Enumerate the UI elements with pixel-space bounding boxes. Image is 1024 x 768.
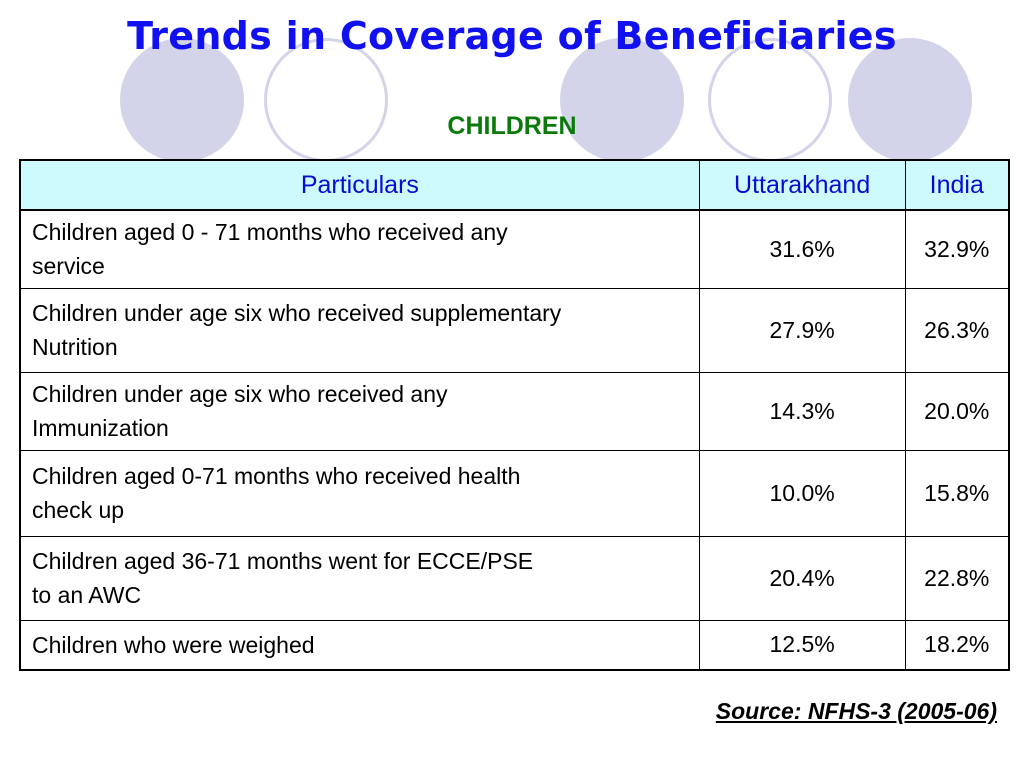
table-header-row: Particulars Uttarakhand India [19,159,1010,211]
table-row: Children aged 0-71 months who received h… [19,449,1010,537]
cell-uttarakhand: 12.5% [698,619,906,671]
cell-particular-line1: Children aged 0-71 months who received h… [32,463,521,489]
cell-particular-line2: to an AWC [32,582,142,608]
header-uttarakhand: Uttarakhand [698,159,906,211]
decorative-circle [560,38,684,162]
cell-india: 26.3% [904,287,1010,373]
cell-particular-line1: Children aged 36-71 months went for ECCE… [32,548,534,574]
table-row: Children who were weighed 12.5% 18.2% [19,619,1010,671]
cell-particular-line1: Children who were weighed [32,631,315,658]
cell-uttarakhand: 10.0% [698,449,906,537]
cell-particular: Children under age six who received supp… [19,287,700,373]
cell-particular: Children who were weighed [19,619,700,671]
cell-uttarakhand: 31.6% [698,209,906,289]
decorative-circle [848,38,972,162]
cell-particular: Children aged 36-71 months went for ECCE… [19,535,700,621]
cell-particular-line2: Immunization [32,415,169,441]
cell-india: 22.8% [904,535,1010,621]
table-row: Children under age six who received supp… [19,287,1010,373]
cell-particular-line1: Children under age six who received any [32,381,448,407]
slide-title: Trends in Coverage of Beneficiaries [127,14,897,58]
cell-uttarakhand: 27.9% [698,287,906,373]
header-particulars: Particulars [19,159,700,211]
cell-india: 20.0% [904,371,1010,451]
decorative-ring [264,38,388,162]
table-row: Children under age six who received any I… [19,371,1010,451]
source-citation: Source: NFHS-3 (2005-06) [715,698,997,724]
cell-particular-line1: Children aged 0 - 71 months who received… [32,219,508,246]
cell-uttarakhand: 20.4% [698,535,906,621]
cell-india: 18.2% [904,619,1010,671]
cell-particular: Children aged 0 - 71 months who received… [19,209,700,289]
section-subtitle: CHILDREN [447,112,577,140]
cell-particular-line2: check up [32,497,125,523]
table-row: Children aged 0 - 71 months who received… [19,209,1010,289]
cell-particular: Children aged 0-71 months who received h… [19,449,700,537]
cell-india: 15.8% [904,449,1010,537]
cell-uttarakhand: 14.3% [698,371,906,451]
header-india: India [904,159,1010,211]
cell-particular-line2: Nutrition [32,334,118,360]
decorative-ring [708,38,832,162]
cell-particular-line2: service [32,253,105,280]
decorative-circle [120,38,244,162]
table-row: Children aged 36-71 months went for ECCE… [19,535,1010,621]
cell-particular-line1: Children under age six who received supp… [32,300,562,326]
cell-particular: Children under age six who received any I… [19,371,700,451]
cell-india: 32.9% [904,209,1010,289]
coverage-table: Particulars Uttarakhand India Children a… [19,159,1010,671]
